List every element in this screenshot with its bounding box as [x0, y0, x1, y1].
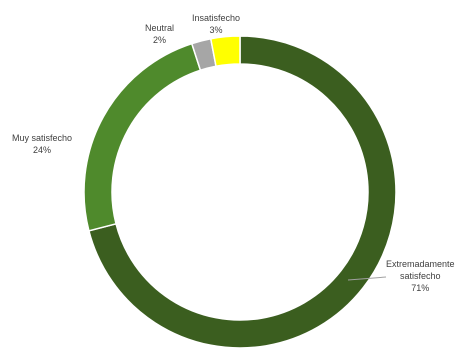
- donut-slice-muy-satisfecho: [83, 42, 202, 232]
- data-label-muy-satisfecho: Muy satisfecho 24%: [12, 132, 72, 156]
- label-name-line1: Neutral: [145, 23, 175, 33]
- label-name-line1: Extremadamente: [386, 259, 455, 269]
- leader-line-extremadamente: [347, 276, 387, 281]
- label-name-line1: Insatisfecho: [192, 13, 241, 23]
- label-percent: 2%: [153, 35, 167, 45]
- donut-slice-insatisfecho: [209, 35, 241, 68]
- label-percent: 24%: [33, 145, 52, 155]
- label-percent: 71%: [411, 283, 430, 293]
- data-label-extremadamente: Extremadamente satisfecho 71%: [386, 258, 455, 294]
- data-label-neutral: Neutral 2%: [145, 22, 174, 46]
- donut-slice-extremadamente: [87, 35, 397, 349]
- label-percent: 3%: [209, 25, 223, 35]
- label-name-line1: Muy satisfecho: [12, 133, 73, 143]
- label-name-line2: satisfecho: [400, 271, 441, 281]
- slices-group: [83, 35, 397, 349]
- data-label-insatisfecho: Insatisfecho 3%: [192, 12, 240, 36]
